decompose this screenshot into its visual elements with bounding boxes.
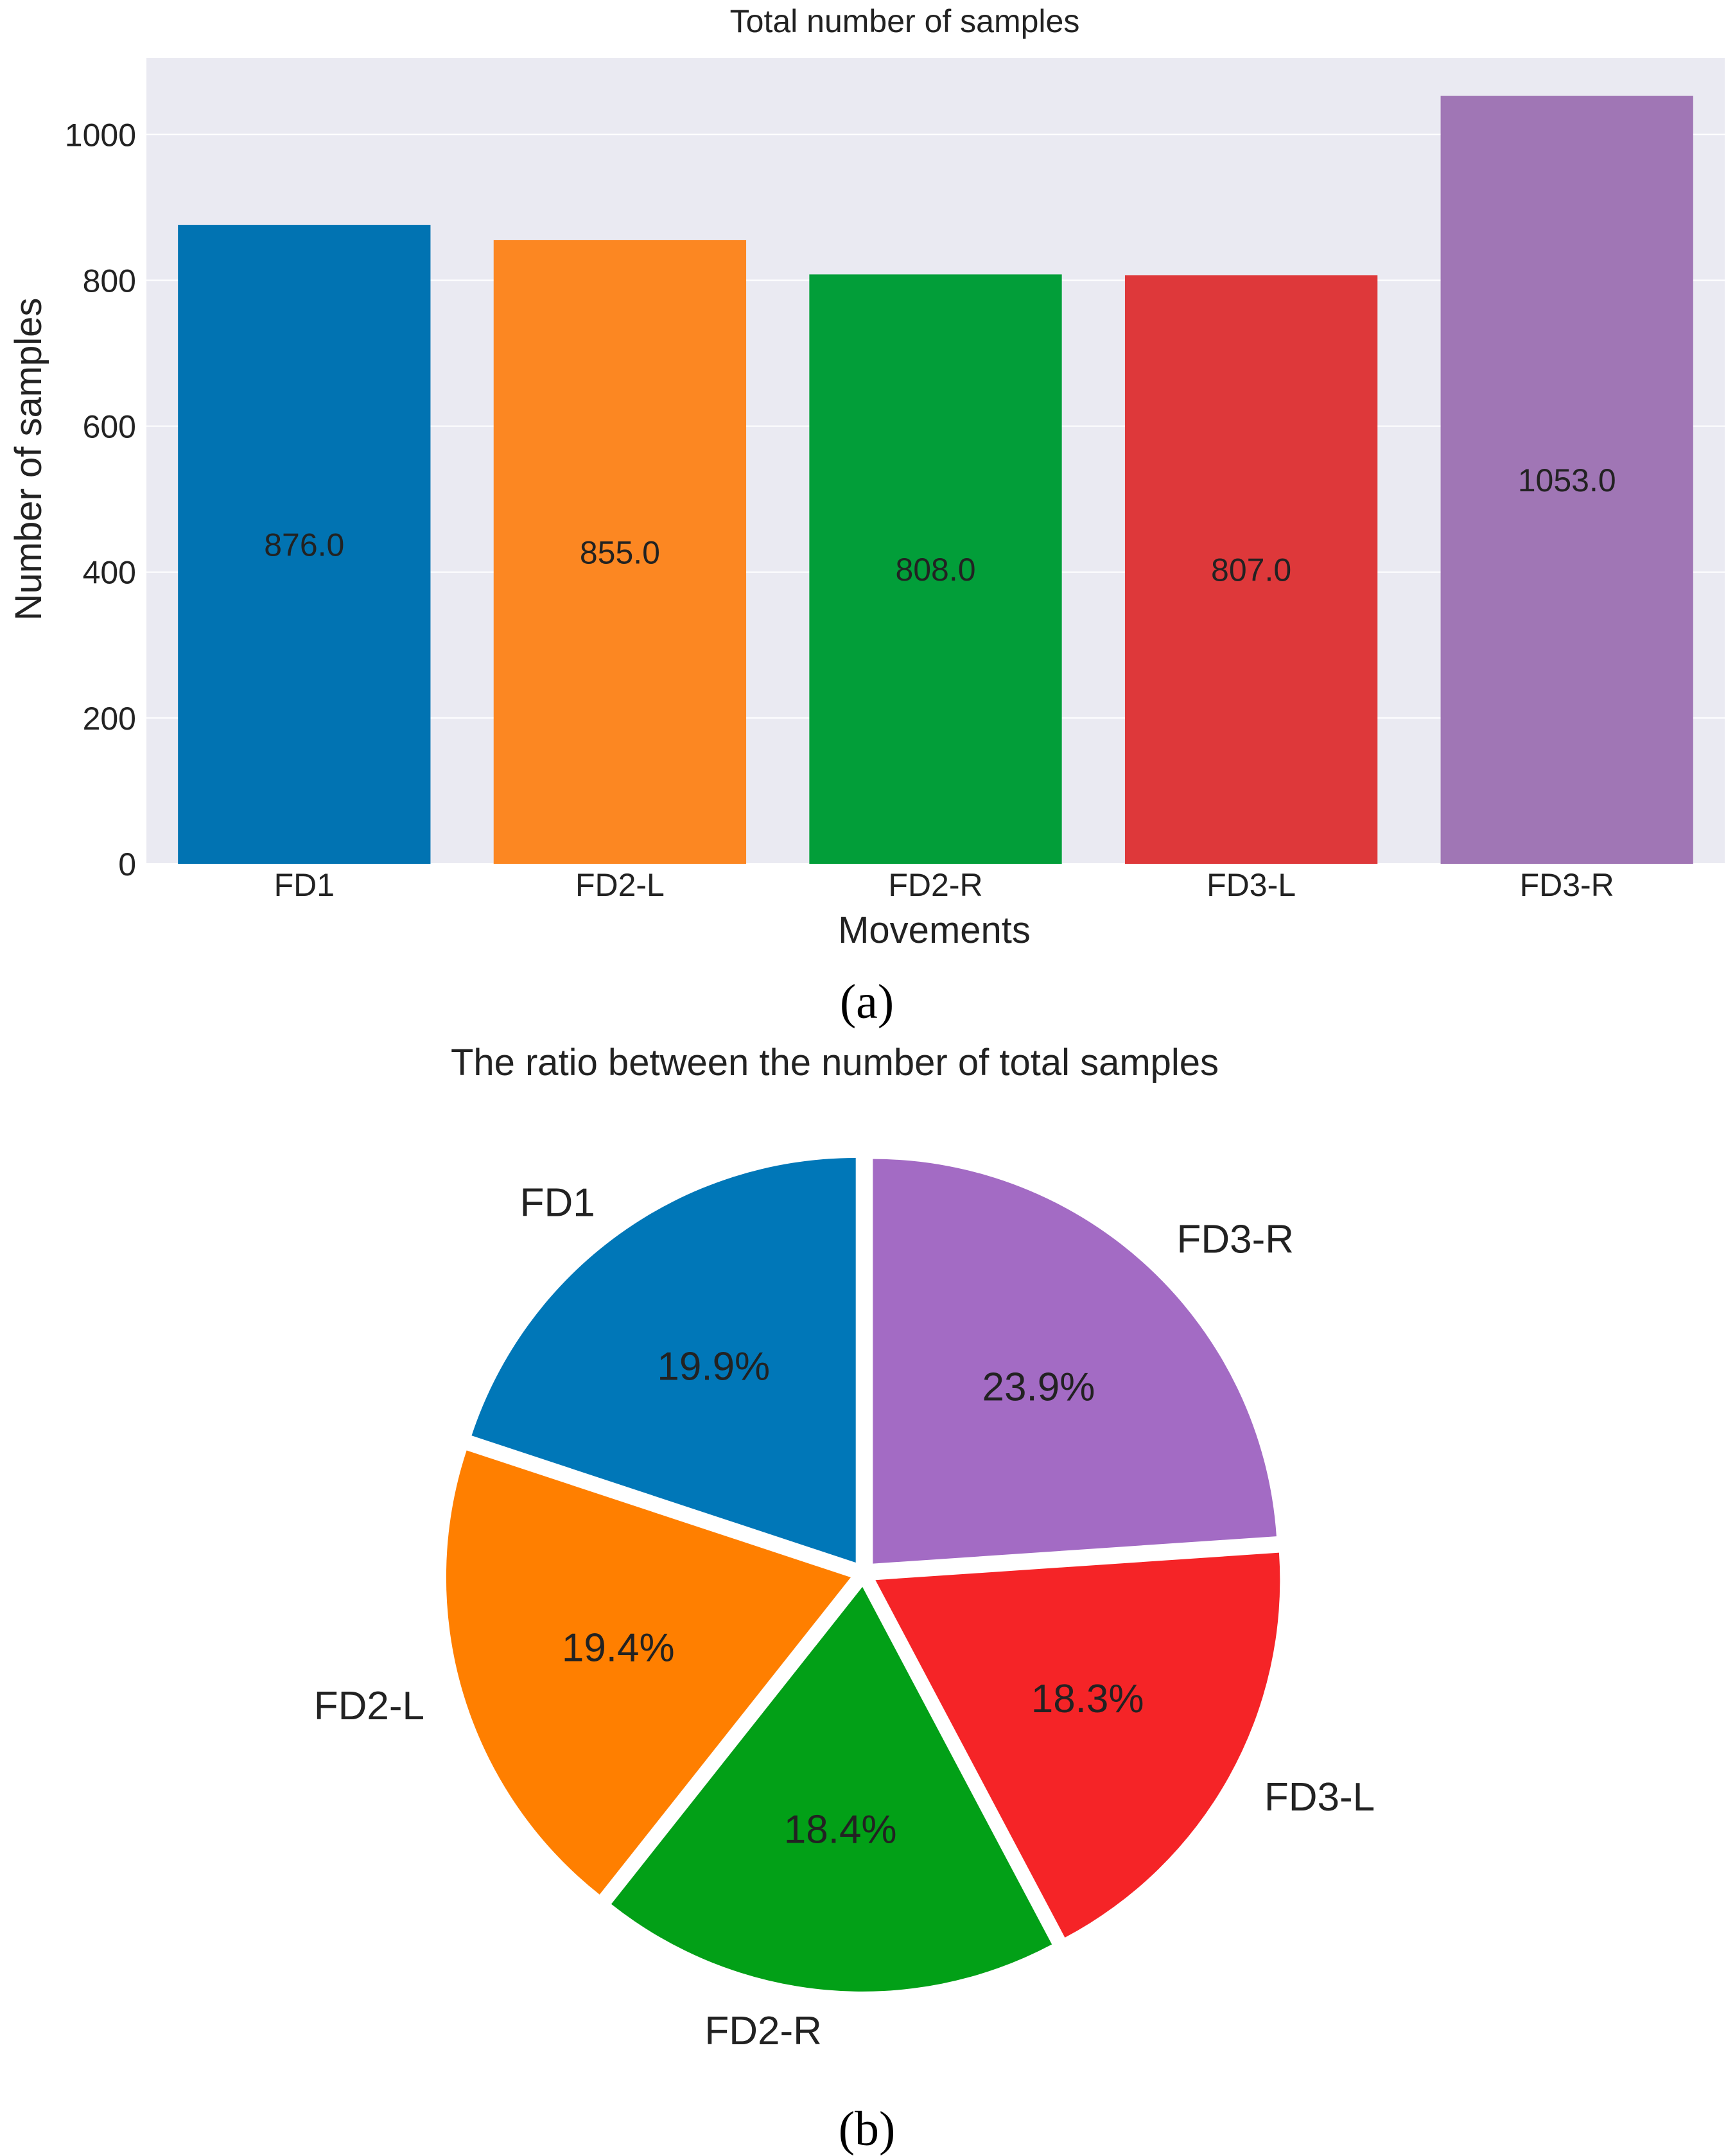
bar-y-tick-label: 800 — [83, 263, 136, 299]
bar-value-label: 1053.0 — [1518, 462, 1616, 498]
pie-percentage-label: 23.9% — [982, 1365, 1095, 1409]
bar-x-tick-label: FD3-R — [1520, 867, 1614, 903]
bar-x-tick-label: FD2-L — [575, 867, 665, 903]
bar-y-tick-label: 600 — [83, 409, 136, 445]
bar-fd2-l — [493, 240, 747, 864]
bar-y-tick-label: 400 — [83, 555, 136, 591]
bar-y-tick-label: 200 — [83, 701, 136, 737]
pie-slices — [446, 1157, 1280, 1992]
pie-slice-fd2-l — [446, 1450, 851, 1895]
bar-y-tick-label: 0 — [118, 846, 136, 882]
bar-value-label: 855.0 — [580, 534, 660, 570]
pie-category-labels: FD1 FD2-L FD2-R FD3-L FD3-R — [314, 1180, 1375, 2053]
pie-slice-fd1 — [471, 1157, 856, 1563]
bar-x-tick-label: FD1 — [274, 867, 335, 903]
pie-slice-fd3-r — [873, 1159, 1277, 1564]
bar-x-axis-label: Movements — [838, 909, 1031, 951]
bar-fd2-r — [809, 274, 1062, 864]
bar-x-tick-label: FD3-L — [1207, 867, 1296, 903]
bar-x-ticks: FD1 FD2-L FD2-R FD3-L FD3-R — [274, 867, 1614, 903]
bar-chart-title: Total number of samples — [730, 3, 1080, 39]
bar-fd3-r — [1440, 96, 1693, 864]
pie-category-label: FD3-R — [1177, 1217, 1295, 1261]
pie-category-label: FD1 — [520, 1180, 595, 1225]
pie-percentage-label: 19.9% — [657, 1345, 770, 1389]
bar-y-axis-label: Number of samples — [8, 298, 49, 621]
pie-category-label: FD2-L — [314, 1684, 424, 1728]
panel-a-label: (a) — [840, 975, 894, 1029]
pie-category-label: FD3-L — [1264, 1775, 1375, 1819]
pie-category-label: FD2-R — [704, 2009, 822, 2053]
bar-fd1 — [178, 225, 431, 864]
bar-series — [178, 96, 1693, 864]
pie-percentage-label: 18.3% — [1031, 1677, 1144, 1721]
bar-value-label: 808.0 — [895, 552, 975, 588]
bar-fd3-l — [1124, 275, 1378, 864]
pie-slice-fd2-r — [611, 1586, 1052, 1992]
bar-value-labels: 876.0 855.0 808.0 807.0 1053.0 — [264, 462, 1616, 588]
bar-y-tick-label: 1000 — [65, 117, 136, 153]
pie-percentage-labels: 19.9% 19.4% 18.4% 18.3% 23.9% — [562, 1345, 1144, 1852]
pie-chart-title: The ratio between the number of total sa… — [451, 1042, 1219, 1083]
panel-b-label: (b) — [839, 2102, 896, 2156]
bar-value-label: 876.0 — [264, 527, 344, 563]
pie-percentage-label: 19.4% — [562, 1626, 675, 1670]
pie-slice-fd3-l — [875, 1552, 1280, 1938]
bar-y-ticks: 0 200 400 600 800 1000 — [65, 117, 136, 882]
bar-value-label: 807.0 — [1211, 552, 1291, 588]
pie-percentage-label: 18.4% — [784, 1807, 897, 1852]
bar-x-tick-label: FD2-R — [888, 867, 982, 903]
